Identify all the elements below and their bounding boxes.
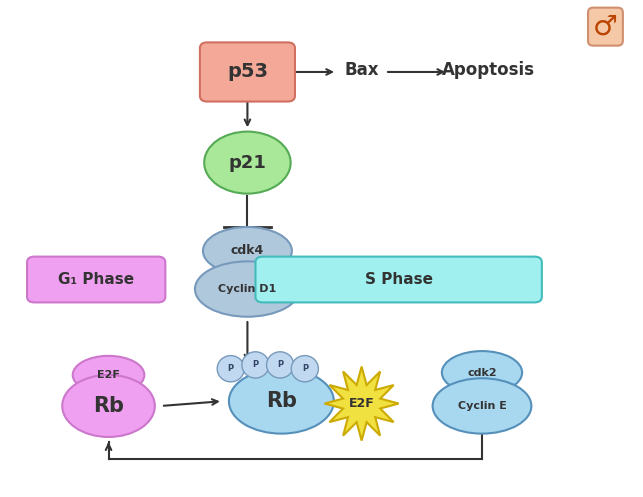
Text: Rb: Rb bbox=[266, 391, 297, 411]
Text: p21: p21 bbox=[228, 154, 266, 171]
Ellipse shape bbox=[267, 352, 294, 378]
Ellipse shape bbox=[62, 375, 155, 437]
FancyBboxPatch shape bbox=[27, 256, 165, 302]
Text: P: P bbox=[302, 364, 308, 373]
Text: S Phase: S Phase bbox=[365, 272, 433, 287]
Text: p53: p53 bbox=[227, 63, 268, 82]
Text: cdk2: cdk2 bbox=[467, 368, 497, 378]
Text: Cyclin E: Cyclin E bbox=[458, 401, 507, 411]
Text: P: P bbox=[277, 360, 283, 369]
Text: P: P bbox=[228, 364, 234, 373]
Text: ♂: ♂ bbox=[593, 12, 618, 41]
Text: cdk4: cdk4 bbox=[231, 245, 264, 257]
Text: Cyclin D1: Cyclin D1 bbox=[219, 284, 276, 294]
Text: P: P bbox=[253, 360, 258, 369]
Ellipse shape bbox=[229, 369, 334, 433]
Text: Apoptosis: Apoptosis bbox=[442, 61, 535, 79]
Text: Rb: Rb bbox=[93, 396, 124, 416]
Text: Bax: Bax bbox=[345, 61, 379, 79]
Text: G₁ Phase: G₁ Phase bbox=[58, 272, 134, 287]
Polygon shape bbox=[325, 366, 399, 441]
Ellipse shape bbox=[291, 356, 318, 382]
Text: E2F: E2F bbox=[97, 370, 120, 380]
Ellipse shape bbox=[195, 261, 300, 317]
Text: E2F: E2F bbox=[349, 397, 374, 410]
Ellipse shape bbox=[73, 356, 144, 394]
Ellipse shape bbox=[204, 132, 291, 194]
FancyBboxPatch shape bbox=[200, 42, 295, 101]
Ellipse shape bbox=[442, 351, 522, 394]
Ellipse shape bbox=[242, 352, 269, 378]
Ellipse shape bbox=[217, 356, 244, 382]
FancyBboxPatch shape bbox=[255, 256, 542, 302]
Ellipse shape bbox=[203, 227, 292, 275]
Ellipse shape bbox=[433, 378, 531, 433]
